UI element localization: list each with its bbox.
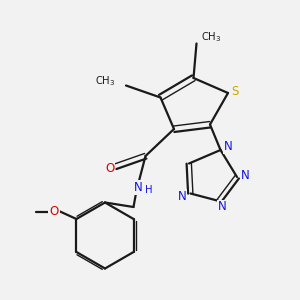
Text: CH$_3$: CH$_3$ xyxy=(201,31,221,44)
Text: N: N xyxy=(241,169,250,182)
Text: S: S xyxy=(231,85,238,98)
Text: O: O xyxy=(50,205,58,218)
Text: N: N xyxy=(218,200,227,214)
Text: O: O xyxy=(105,161,114,175)
Text: CH$_3$: CH$_3$ xyxy=(95,74,116,88)
Text: N: N xyxy=(178,190,187,203)
Text: H: H xyxy=(145,185,153,195)
Text: N: N xyxy=(134,181,142,194)
Text: N: N xyxy=(224,140,232,154)
